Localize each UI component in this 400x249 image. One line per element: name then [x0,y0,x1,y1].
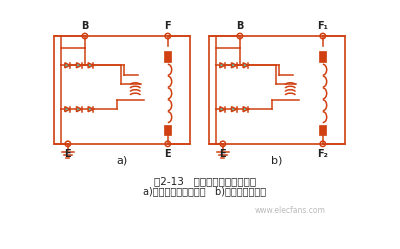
Text: b): b) [271,156,282,166]
Text: E: E [64,149,71,159]
Bar [164,52,171,62]
Text: B: B [81,21,88,31]
Text: www.elecfans.com: www.elecfans.com [255,206,326,215]
Text: 图2-13   交流发电机的搞鐵型式: 图2-13 交流发电机的搞鐵型式 [154,176,256,186]
Polygon shape [88,107,93,112]
Polygon shape [220,107,225,112]
Text: B: B [236,21,244,31]
Text: F₂: F₂ [317,149,328,159]
Polygon shape [243,107,248,112]
Text: E: E [220,149,226,159]
Polygon shape [88,63,93,68]
Polygon shape [220,63,225,68]
Bar [164,124,171,135]
Polygon shape [232,63,236,68]
Polygon shape [65,63,70,68]
Polygon shape [65,107,70,112]
Bar [209,36,344,144]
Bar [319,52,326,62]
Polygon shape [232,107,236,112]
Text: F: F [164,21,171,31]
Polygon shape [76,107,82,112]
Polygon shape [243,63,248,68]
Bar [319,124,326,135]
Bar [54,36,190,144]
Text: a)内搞鐵型交流发电机   b)外搞鐵型发电机: a)内搞鐵型交流发电机 b)外搞鐵型发电机 [144,187,266,196]
Text: a): a) [116,156,127,166]
Text: F₁: F₁ [317,21,328,31]
Text: E: E [164,149,171,159]
Polygon shape [76,63,82,68]
